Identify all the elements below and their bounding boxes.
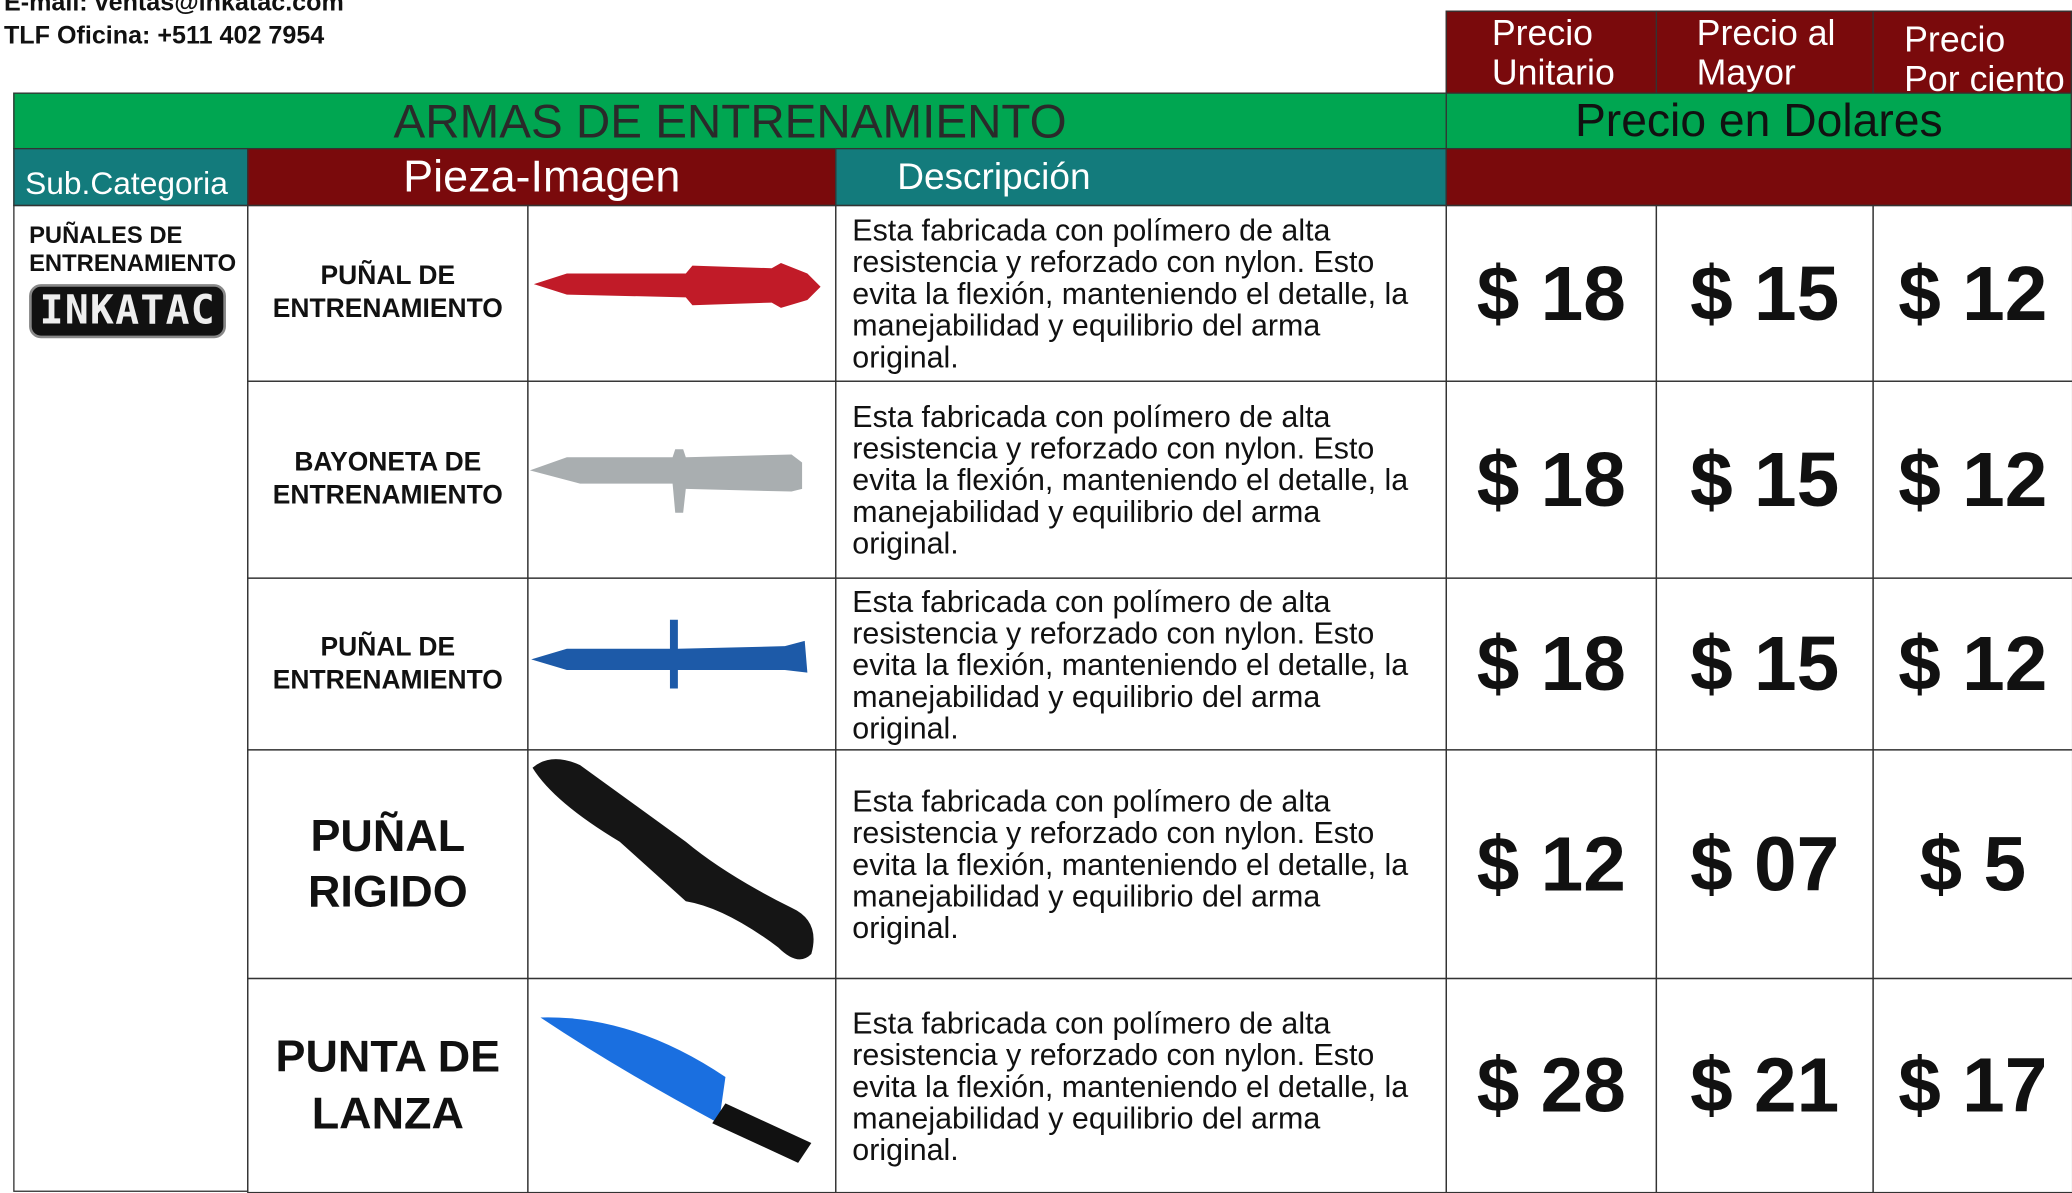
row-price: $ 15 [1655, 577, 1874, 751]
row-description: Esta fabricada con polímero de alta resi… [835, 380, 1447, 579]
price-header: Precio Por ciento [1872, 10, 2072, 94]
row-price: $ 21 [1655, 977, 1874, 1193]
row-price: $ 18 [1445, 380, 1658, 579]
price-header: Precio al Mayor [1655, 10, 1874, 94]
row-name: PUÑAL RIGIDO [247, 749, 529, 980]
row-price: $ 18 [1445, 204, 1658, 382]
row-description: Esta fabricada con polímero de alta resi… [835, 577, 1447, 751]
row-name: PUNTA DE LANZA [247, 977, 529, 1193]
column-header: Pieza-Imagen [247, 147, 837, 207]
price-title: Precio en Dolares [1445, 92, 2072, 150]
logo: INKATAC [29, 284, 227, 339]
row-price: $ 28 [1445, 977, 1658, 1193]
price-header: Precio Unitario [1445, 10, 1658, 94]
row-price: $ 15 [1655, 380, 1874, 579]
row-price: $ 18 [1445, 577, 1658, 751]
row-name: PUÑAL DE ENTRENAMIENTO [247, 204, 529, 382]
header-filler [1445, 147, 2072, 207]
row-price: $ 12 [1872, 380, 2072, 579]
row-price: $ 17 [1872, 977, 2072, 1193]
row-price: $ 15 [1655, 204, 1874, 382]
subcategory: PUÑALES DE ENTRENAMIENTO [29, 221, 237, 277]
row-name: BAYONETA DE ENTRENAMIENTO [247, 380, 529, 579]
image-spear [540, 1017, 812, 1163]
row-price: $ 12 [1872, 577, 2072, 751]
row-description: Esta fabricada con polímero de alta resi… [835, 204, 1447, 382]
row-price: $ 5 [1872, 749, 2072, 980]
row-description: Esta fabricada con polímero de alta resi… [835, 977, 1447, 1193]
phone: TLF Oficina: +511 402 7954 [3, 22, 325, 51]
row-name: PUÑAL DE ENTRENAMIENTO [247, 577, 529, 751]
image-bayonet [529, 449, 803, 513]
row-price: $ 12 [1445, 749, 1658, 980]
column-header: Sub.Categoria [13, 147, 249, 207]
email: E-mail: ventas@inkatac.com [3, 0, 344, 18]
subcategory-cell: PUÑALES DE ENTRENAMIENTO INKATAC [13, 204, 249, 1192]
image-red-dagger [533, 262, 821, 308]
image-rigid-dagger [532, 759, 814, 960]
title: ARMAS DE ENTRENAMIENTO [13, 92, 1447, 150]
row-price: $ 07 [1655, 749, 1874, 980]
column-header: Descripción [835, 147, 1447, 207]
row-description: Esta fabricada con polímero de alta resi… [835, 749, 1447, 980]
image-blue-dagger [531, 619, 808, 689]
row-price: $ 12 [1872, 204, 2072, 382]
